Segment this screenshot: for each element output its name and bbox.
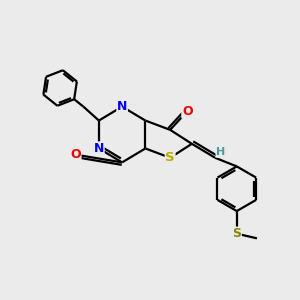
Text: O: O <box>70 148 81 161</box>
Text: N: N <box>94 142 104 155</box>
Text: S: S <box>165 151 175 164</box>
Text: H: H <box>216 147 225 157</box>
Text: N: N <box>117 100 127 113</box>
Text: S: S <box>232 227 241 240</box>
Text: O: O <box>182 105 193 118</box>
